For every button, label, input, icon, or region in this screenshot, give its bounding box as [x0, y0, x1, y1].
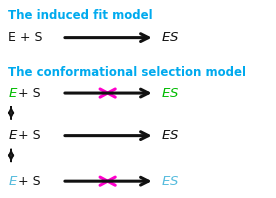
- Text: The induced fit model: The induced fit model: [8, 9, 153, 22]
- Text: + S: + S: [18, 87, 41, 100]
- Text: $\mathit{ES}$: $\mathit{ES}$: [161, 175, 180, 188]
- Text: E + S: E + S: [8, 31, 43, 44]
- Text: + S: + S: [18, 175, 41, 188]
- Text: $\mathit{E}$: $\mathit{E}$: [8, 87, 18, 100]
- Text: $\mathit{E}$: $\mathit{E}$: [8, 129, 18, 142]
- Text: $\mathit{ES}$: $\mathit{ES}$: [161, 129, 180, 142]
- Text: $\mathit{E}$: $\mathit{E}$: [8, 175, 18, 188]
- Text: The conformational selection model: The conformational selection model: [8, 66, 246, 79]
- Text: $\mathit{ES}$: $\mathit{ES}$: [161, 31, 180, 44]
- Text: $\mathit{ES}$: $\mathit{ES}$: [161, 87, 180, 100]
- Text: + S: + S: [18, 129, 41, 142]
